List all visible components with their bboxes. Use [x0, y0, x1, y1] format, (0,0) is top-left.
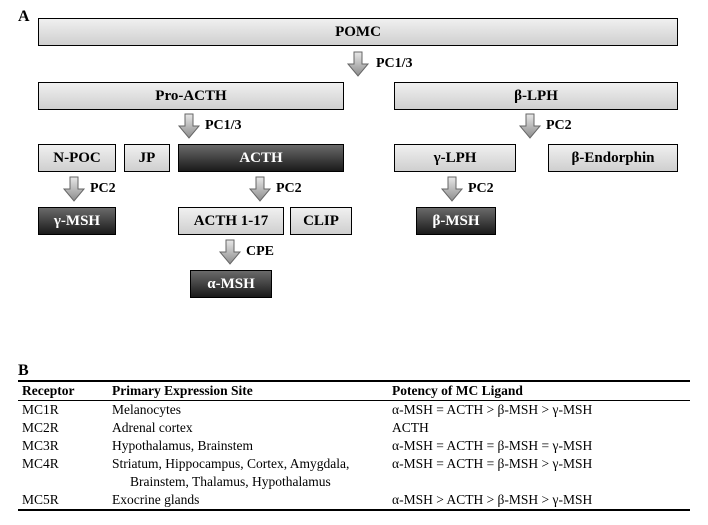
table-header-row: Receptor Primary Expression Site Potency…: [18, 381, 690, 401]
arrow-blph-down: [518, 112, 542, 140]
node-acth: ACTH: [178, 144, 344, 172]
node-pomc: POMC: [38, 18, 678, 46]
th-potency: Potency of MC Ligand: [388, 381, 690, 401]
panel-a-label: A: [18, 8, 30, 26]
arrow-proacth-down: [177, 112, 201, 140]
enzyme-pc2-4: PC2: [468, 181, 494, 197]
table-row: Brainstem, Thalamus, Hypothalamus: [18, 473, 690, 491]
arrow-npoc-down: [62, 175, 86, 203]
node-bmsh: β-MSH: [416, 207, 496, 235]
node-gmsh: γ-MSH: [38, 207, 116, 235]
arrow-acth-down: [248, 175, 272, 203]
arrow-glph-down: [440, 175, 464, 203]
enzyme-pc13-2: PC1/3: [205, 118, 242, 134]
arrow-pomc-down: [346, 50, 370, 78]
node-blph: β-LPH: [394, 82, 678, 110]
enzyme-cpe: CPE: [246, 244, 274, 260]
table-row: MC5R Exocrine glands α-MSH > ACTH > β-MS…: [18, 491, 690, 510]
panel-b-label: B: [18, 362, 29, 380]
table-row: MC3R Hypothalamus, Brainstem α-MSH = ACT…: [18, 437, 690, 455]
receptor-table: Receptor Primary Expression Site Potency…: [18, 380, 690, 511]
node-proacth: Pro-ACTH: [38, 82, 344, 110]
arrow-acth117-down: [218, 238, 242, 266]
enzyme-pc2-3: PC2: [276, 181, 302, 197]
enzyme-pc2-1: PC2: [546, 118, 572, 134]
table-row: MC4R Striatum, Hippocampus, Cortex, Amyg…: [18, 455, 690, 473]
node-amsh: α-MSH: [190, 270, 272, 298]
node-acth117: ACTH 1-17: [178, 207, 284, 235]
th-receptor: Receptor: [18, 381, 108, 401]
table-row: MC1R Melanocytes α-MSH = ACTH > β-MSH > …: [18, 401, 690, 420]
th-site: Primary Expression Site: [108, 381, 388, 401]
receptor-table-container: Receptor Primary Expression Site Potency…: [18, 380, 690, 511]
node-npoc: N-POC: [38, 144, 116, 172]
table-row: MC2R Adrenal cortex ACTH: [18, 419, 690, 437]
enzyme-pc13-1: PC1/3: [376, 56, 413, 72]
node-jp: JP: [124, 144, 170, 172]
enzyme-pc2-2: PC2: [90, 181, 116, 197]
node-clip: CLIP: [290, 207, 352, 235]
node-glph: γ-LPH: [394, 144, 516, 172]
node-bend: β-Endorphin: [548, 144, 678, 172]
